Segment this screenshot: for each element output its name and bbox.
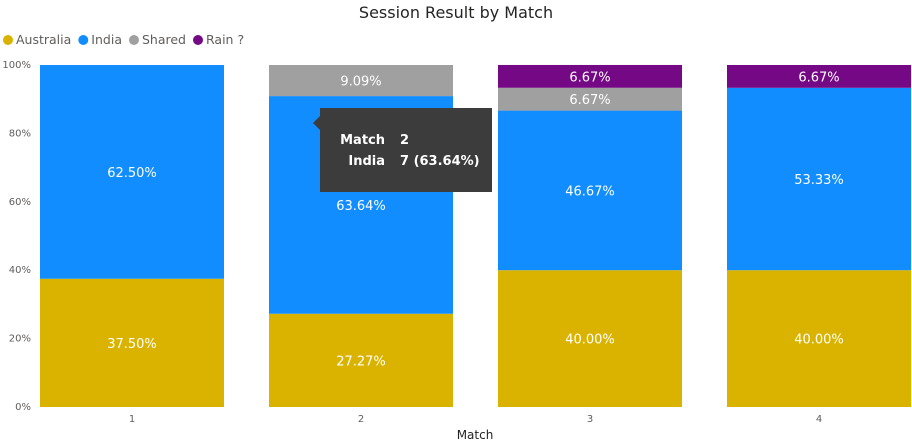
bar-segment-australia-3[interactable] <box>498 270 682 407</box>
bar-segment-india-4[interactable] <box>727 87 911 271</box>
y-tick-label: 60% <box>9 197 31 208</box>
legend-label-3: Rain ? <box>206 32 244 47</box>
legend-label-1: India <box>91 32 122 47</box>
bar-segment-australia-2[interactable] <box>269 313 453 407</box>
legend-marker-2 <box>128 35 139 45</box>
tooltip-box <box>313 108 492 192</box>
y-tick-label: 100% <box>2 60 31 71</box>
y-tick-label: 20% <box>9 334 31 345</box>
tooltip-label: India <box>348 154 385 169</box>
data-label: 6.67% <box>569 93 610 108</box>
bar-segment-shared-3[interactable] <box>498 87 682 111</box>
data-labels: 37.50% 62.50% 27.27% 63.64% 9.09% 40.00% 46.67… <box>107 70 844 369</box>
chart-title: Session Result by Match <box>359 3 553 22</box>
legend-marker-1 <box>78 35 89 45</box>
x-tick-label: 3 <box>587 414 593 425</box>
y-tick-label: 80% <box>9 128 31 139</box>
data-label: 53.33% <box>794 173 844 188</box>
legend-label-0: Australia <box>16 32 71 47</box>
tooltip-value: 7 (63.64%) <box>400 154 480 169</box>
x-tick-label: 4 <box>816 414 822 425</box>
data-label: 46.67% <box>565 184 615 199</box>
legend: Australia India Shared Rain ? <box>3 32 244 47</box>
bar-segment-shared-2[interactable] <box>269 65 453 97</box>
data-label: 40.00% <box>565 333 615 348</box>
data-label: 63.64% <box>336 199 386 214</box>
data-label: 27.27% <box>336 354 386 369</box>
tooltip: Match 2 India 7 (63.64%) <box>313 108 492 192</box>
x-axis: 1 2 3 4 <box>129 414 822 425</box>
data-label: 40.00% <box>794 333 844 348</box>
bar-segment-india-3[interactable] <box>498 110 682 271</box>
y-tick-label: 0% <box>15 402 31 413</box>
bar-segment-australia-4[interactable] <box>727 270 911 407</box>
x-tick-label: 1 <box>129 414 135 425</box>
x-axis-title: Match <box>457 428 494 442</box>
y-axis: 0% 20% 40% 60% 80% 100% <box>2 60 31 413</box>
bar-segment-rain-3[interactable] <box>498 64 682 88</box>
tooltip-value: 2 <box>400 133 409 148</box>
legend-label-2: Shared <box>142 32 186 47</box>
legend-marker-3 <box>193 35 203 45</box>
tooltip-label: Match <box>340 133 385 148</box>
data-label: 6.67% <box>798 70 839 85</box>
data-label: 6.67% <box>569 70 610 85</box>
y-tick-label: 40% <box>9 265 31 276</box>
bar-segment-india-1[interactable] <box>40 65 224 279</box>
bar-segment-australia-1[interactable] <box>40 278 224 407</box>
data-label: 62.50% <box>107 166 157 181</box>
legend-marker-0 <box>3 35 13 45</box>
data-label: 37.50% <box>107 337 157 352</box>
data-label: 9.09% <box>340 75 381 90</box>
x-tick-label: 2 <box>358 414 364 425</box>
bar-segment-rain-4[interactable] <box>727 65 911 88</box>
